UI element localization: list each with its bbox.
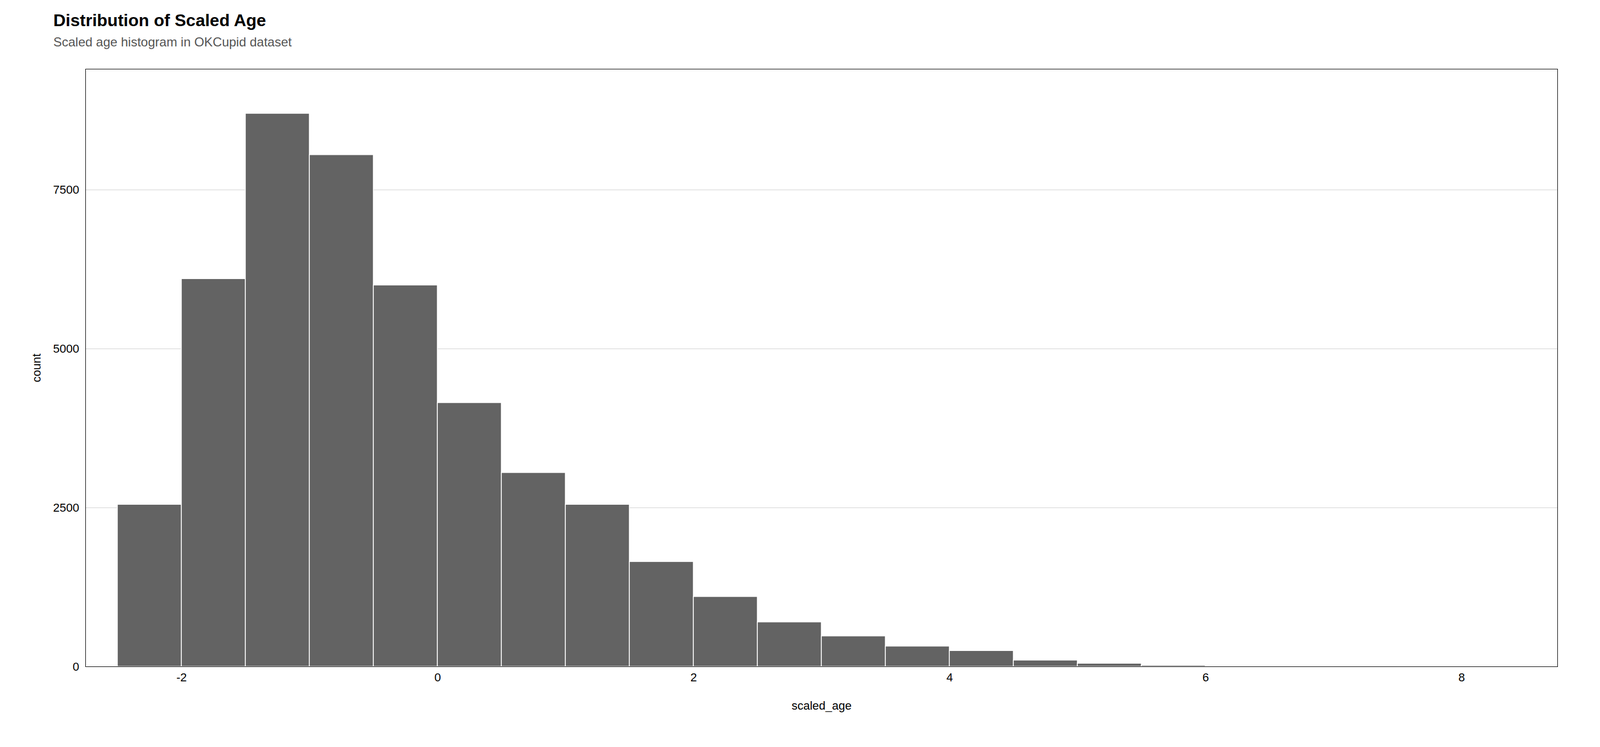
svg-text:5000: 5000 bbox=[53, 341, 80, 356]
html-text:Distribution of Scaled Age: Distribution of Scaled Age bbox=[53, 10, 267, 30]
svg-text:6: 6 bbox=[1202, 670, 1209, 684]
svg-text:4: 4 bbox=[946, 670, 953, 684]
svg-text:7500: 7500 bbox=[53, 182, 80, 197]
html-text:Scaled age histogram in OKCupi: Scaled age histogram in OKCupid dataset bbox=[53, 34, 292, 50]
svg-text:2: 2 bbox=[690, 670, 697, 684]
svg-text:2500: 2500 bbox=[53, 500, 80, 515]
svg-text:0: 0 bbox=[434, 670, 441, 684]
svg-text:-2: -2 bbox=[176, 670, 188, 684]
svg-text:8: 8 bbox=[1458, 670, 1465, 684]
svg-text:scaled_age: scaled_age bbox=[791, 698, 852, 712]
svg-text:count: count bbox=[29, 353, 44, 383]
svg-text:0: 0 bbox=[72, 659, 79, 674]
